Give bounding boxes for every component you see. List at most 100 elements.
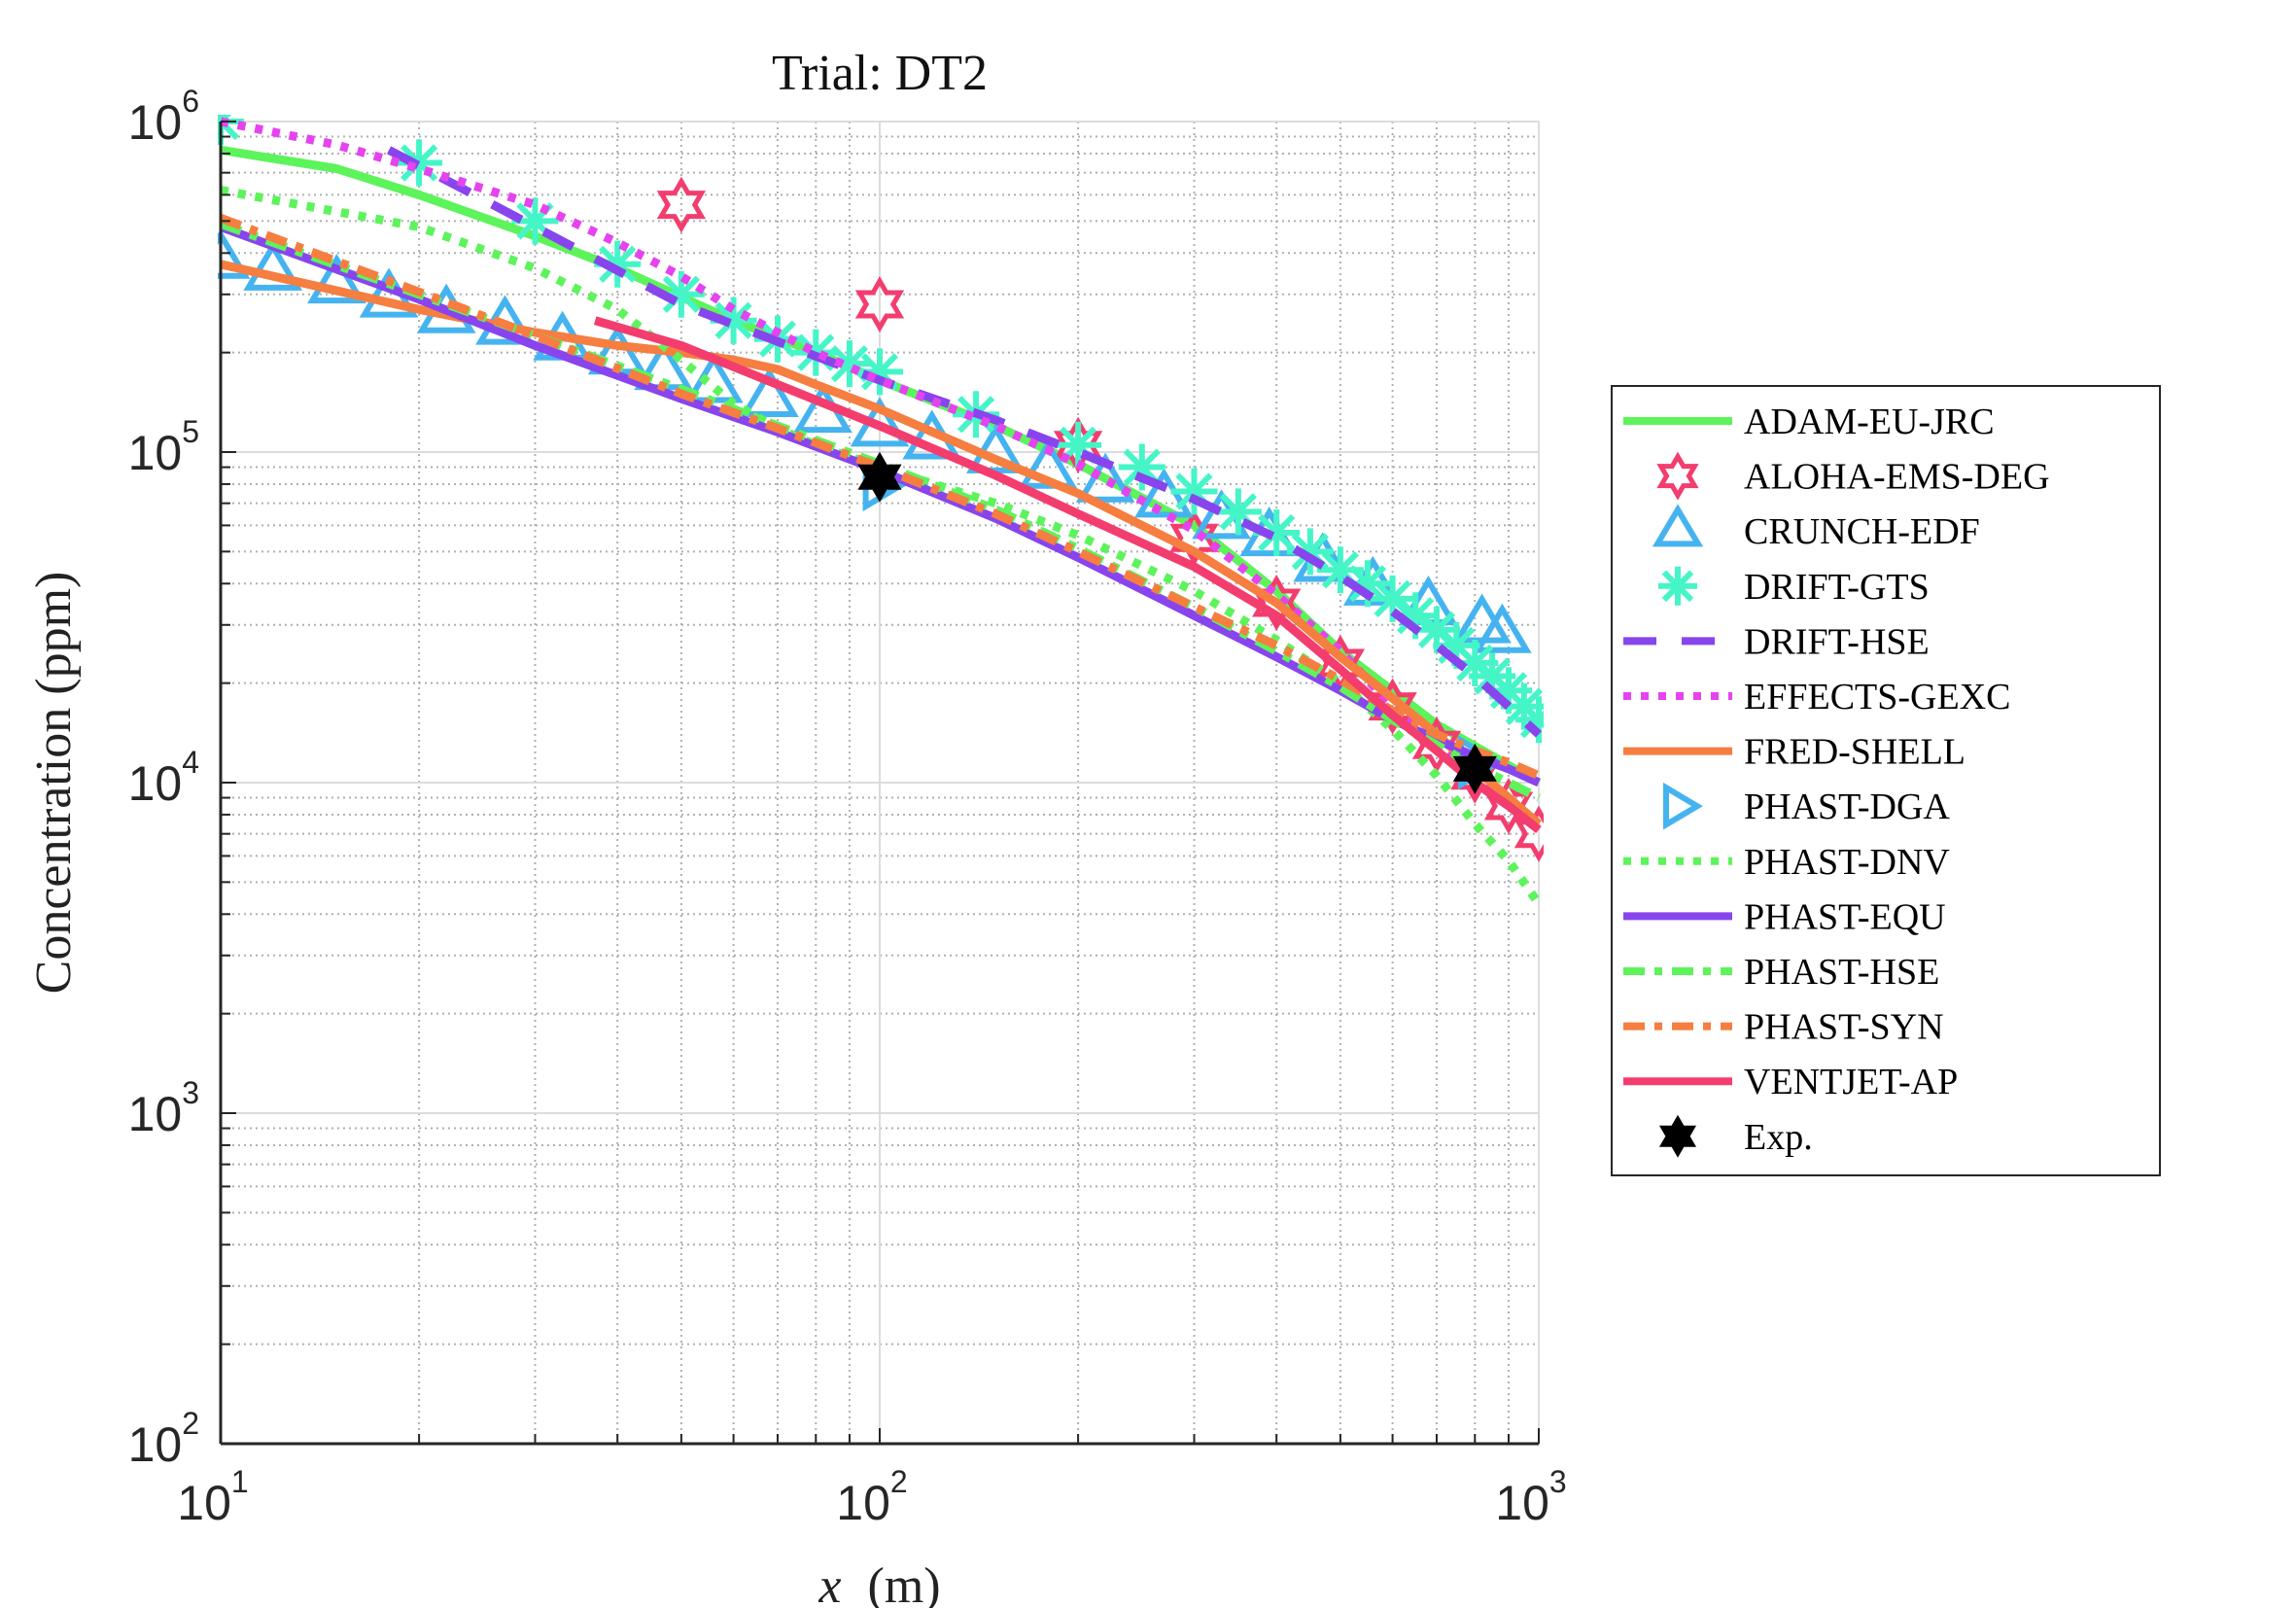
legend: ADAM-EU-JRC ALOHA-EMS-DEG CRUNCH-EDF DRIFT-… <box>1611 385 2161 1176</box>
y-tick-label: 104 <box>128 745 199 811</box>
y-tick-label: 102 <box>128 1406 199 1472</box>
x-tick-label: 103 <box>1495 1464 1566 1530</box>
y-tick-exponent: 2 <box>182 1406 199 1441</box>
x-axis-unit: (m) <box>868 1558 941 1608</box>
y-tick-base: 10 <box>128 1087 183 1141</box>
asterisk-stroke <box>599 245 637 283</box>
marker-hexagram-filled <box>1452 743 1497 794</box>
asterisk-stroke <box>714 301 752 339</box>
y-tick-base: 10 <box>128 756 183 811</box>
asterisk-stroke <box>1456 644 1494 682</box>
y-tick-exponent: 4 <box>182 745 199 780</box>
y-tick-label: 105 <box>128 414 199 480</box>
series-drift-hse <box>387 146 1543 738</box>
series-phast-dnv <box>220 186 1543 907</box>
marker-hexagram <box>1513 805 1544 862</box>
marker-hexagram-filled <box>857 451 902 503</box>
legend-item: PHAST-SYN <box>1623 1007 1944 1048</box>
y-tick-base: 10 <box>128 426 183 480</box>
legend-item: ALOHA-EMS-DEG <box>1656 451 2050 501</box>
marker-hexagram <box>1656 451 1699 501</box>
y-tick-exponent: 5 <box>182 414 199 449</box>
x-tick-base: 10 <box>1495 1476 1549 1530</box>
marker-triangle-up <box>740 367 799 417</box>
marker-triangle-up <box>1473 603 1532 653</box>
marker-triangle-up <box>1075 452 1135 503</box>
legend-label: PHAST-SYN <box>1744 1007 1944 1048</box>
asterisk-stroke <box>1321 551 1359 589</box>
asterisk-stroke <box>662 275 700 313</box>
x-axis-variable: x <box>818 1558 841 1608</box>
y-tick-exponent: 3 <box>182 1075 199 1110</box>
marker-asterisk <box>856 348 903 396</box>
y-tick-base: 10 <box>128 1417 183 1472</box>
x-tick-base: 10 <box>177 1476 231 1530</box>
chart-title: Trial: DT2 <box>772 46 988 101</box>
legend-label: PHAST-HSE <box>1744 952 1939 993</box>
asterisk-stroke <box>1397 597 1435 635</box>
legend-item: PHAST-DNV <box>1623 842 1950 883</box>
legend-label: FRED-SHELL <box>1744 732 1966 773</box>
series-line <box>219 214 1541 780</box>
series-phast-equ <box>219 223 1541 787</box>
asterisk-stroke <box>1123 448 1161 486</box>
asterisk-stroke <box>1661 570 1694 603</box>
legend-item: FRED-SHELL <box>1623 732 1966 773</box>
series-phast-syn <box>219 214 1541 780</box>
marker-hexagram-filled <box>1658 1114 1697 1158</box>
marker-triangle-up <box>307 253 366 304</box>
asterisk-stroke <box>1374 579 1411 617</box>
marker-triangle-right <box>1663 782 1703 830</box>
y-tick-label: 103 <box>128 1075 199 1141</box>
x-tick-exponent: 2 <box>890 1464 908 1499</box>
asterisk-stroke <box>860 353 899 391</box>
marker-asterisk <box>1118 443 1165 491</box>
legend-item: Exp. <box>1658 1114 1813 1158</box>
y-tick-label: 106 <box>128 84 199 150</box>
legend-label: PHAST-EQU <box>1744 896 1946 937</box>
marker-asterisk <box>1170 468 1218 515</box>
legend-label: CRUNCH-EDF <box>1744 511 1980 552</box>
marker-asterisk <box>1214 488 1262 536</box>
legend-label: EFFECTS-GEXC <box>1744 677 2010 717</box>
asterisk-stroke <box>1417 611 1456 648</box>
asterisk-stroke <box>830 345 869 383</box>
legend-item: CRUNCH-EDF <box>1652 504 1980 552</box>
legend-label: ADAM-EU-JRC <box>1744 402 1995 442</box>
marker-triangle-up <box>1018 438 1078 489</box>
asterisk-stroke <box>1258 513 1296 552</box>
series-exp- <box>857 451 1497 794</box>
x-tick-label: 101 <box>177 1464 248 1530</box>
series-line <box>220 186 1543 907</box>
marker-asterisk <box>1369 575 1416 622</box>
legend-box <box>1611 385 2161 1176</box>
legend-label: Exp. <box>1744 1117 1813 1158</box>
marker-hexagram <box>656 176 707 233</box>
asterisk-stroke <box>1291 533 1329 571</box>
legend-label: PHAST-DGA <box>1744 787 1950 827</box>
legend-label: VENTJET-AP <box>1744 1062 1958 1102</box>
asterisk-stroke <box>1519 711 1544 739</box>
x-axis-label: x (m) <box>818 1558 940 1608</box>
legend-item: PHAST-EQU <box>1623 896 1946 937</box>
marker-asterisk <box>1515 696 1544 744</box>
x-tick-exponent: 3 <box>1549 1464 1567 1499</box>
marker-asterisk <box>1658 566 1697 606</box>
x-tick-exponent: 1 <box>231 1464 249 1499</box>
marker-hexagram <box>1169 509 1219 567</box>
legend-item: DRIFT-GTS <box>1658 566 1930 608</box>
legend-item: PHAST-HSE <box>1623 952 1939 993</box>
legend-label: ALOHA-EMS-DEG <box>1744 457 2050 498</box>
x-tick-label: 102 <box>836 1464 907 1530</box>
y-tick-exponent: 6 <box>182 84 199 119</box>
legend-label: DRIFT-GTS <box>1744 567 1930 608</box>
axes <box>219 121 1540 1446</box>
asterisk-stroke <box>1175 472 1213 510</box>
marker-triangle-up <box>1652 504 1704 547</box>
legend-item: ADAM-EU-JRC <box>1623 402 1995 442</box>
y-axis-label: Concentration (ppm) <box>26 572 82 995</box>
x-tick-base: 10 <box>836 1476 890 1530</box>
legend-item: VENTJET-AP <box>1623 1062 1958 1102</box>
